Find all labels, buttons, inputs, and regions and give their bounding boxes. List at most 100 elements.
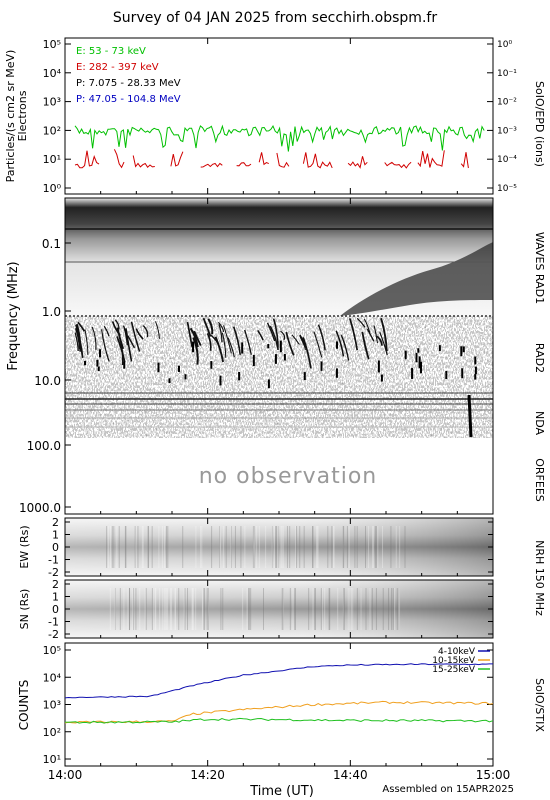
particles-y-label-2: Electrons (16, 90, 29, 141)
radio-burst (130, 321, 141, 352)
radio-burst (217, 321, 225, 332)
particles-red-segment (132, 155, 155, 168)
stix-y-ticks: 10⁵ 10⁴ 10³ 10² 10¹ (43, 644, 493, 766)
nrh-sn-y-ticks: 210-1-2 (48, 578, 493, 641)
radio-burst (223, 325, 232, 354)
particles-green-series (74, 124, 485, 152)
radio-burst (373, 325, 379, 344)
legend-e-53-73: E: 53 - 73 keV (76, 46, 146, 57)
radio-burst (272, 318, 279, 351)
stix-legend-10-15: 10-15keV (432, 656, 476, 666)
particles-y-ticks: 10⁵ 10⁰ 10⁴ 10⁻¹ 10³ 10⁻² 10² 10⁻³ 10¹ 10⁻⁴ 10⁰ 10⁻… (43, 38, 518, 195)
particles-panel: 10⁵ 10⁰ 10⁴ 10⁻¹ 10³ 10⁻² 10² 10⁻³ 10¹ 10⁻⁴ 10⁰ 10⁻… (4, 37, 546, 195)
nrh-tick-label: 2 (52, 578, 59, 591)
particles-left-tick-label: 10⁵ (43, 38, 61, 51)
x-tick-label: 14:40 (333, 768, 368, 782)
particles-red-segment (113, 149, 125, 169)
particles-right-tick-label: 10⁻² (497, 98, 517, 108)
stix-tick-label: 10³ (43, 699, 61, 712)
radio-tick-label: 1.0 (42, 305, 61, 319)
nrh-sn-shade (65, 580, 493, 638)
particles-red-segment (417, 150, 445, 168)
nrh-tick-label: 0 (52, 603, 59, 616)
nrh-tick-label: 2 (52, 516, 59, 529)
radio-right-label-rad1: WAVES RAD1 (533, 232, 546, 304)
radio-tick-label: 100.0 (27, 439, 61, 453)
radio-tick-label: 0.1 (42, 237, 61, 251)
stix-right-label: SoIO/STIX (533, 678, 546, 732)
radio-burst (363, 318, 371, 335)
radio-burst (75, 324, 84, 359)
nrh-ew-stripes (106, 526, 406, 568)
radio-burst (118, 334, 124, 366)
x-tick-label: 14:00 (48, 768, 83, 782)
radio-burst (299, 334, 307, 349)
radio-burst (302, 337, 312, 369)
nrh-tick-label: 1 (52, 529, 59, 542)
time-axis: 14:00 14:20 14:40 15:00 (48, 38, 511, 782)
radio-burst (122, 325, 128, 346)
radio-burst (356, 317, 366, 328)
assembled-note: Assembled on 15APR2025 (382, 784, 514, 795)
nrh-ew-panel: 210-1-2 EW (Rs) (18, 516, 494, 579)
radio-burst (280, 330, 286, 341)
particles-frame (64, 37, 494, 195)
radio-burst (227, 337, 235, 358)
stix-legend: 4-10keV 10-15keV 15-25keV (432, 647, 490, 675)
radio-burst (380, 317, 388, 352)
radio-burst (101, 329, 110, 362)
particles-right-tick-label: 10⁻³ (497, 126, 517, 136)
radio-burst (77, 321, 86, 332)
radio-burst (189, 327, 199, 348)
stix-y-label: COUNTS (17, 680, 31, 731)
stix-series-line (64, 700, 494, 724)
legend-p-7-28: P: 7.075 - 28.33 MeV (76, 78, 181, 89)
radio-burst (202, 317, 212, 337)
rad1-dark-feature (340, 242, 493, 316)
radio-burst (317, 324, 326, 351)
radio-burst (376, 335, 383, 346)
radio-burst (74, 332, 79, 352)
particles-red-segment (384, 161, 412, 169)
radio-burst (206, 333, 212, 351)
particles-right-tick-label: 10⁻⁵ (497, 184, 517, 194)
radio-burst (155, 321, 160, 339)
legend-e-282-397: E: 282 - 397 keV (76, 62, 159, 73)
radio-panel: no observation 0.1 1.0 10.0 100.0 1000.0 Fre… (6, 197, 546, 515)
radio-burst (348, 318, 359, 351)
radio-burst (232, 326, 241, 355)
radio-burst (335, 330, 345, 357)
particles-red-segment (200, 162, 223, 168)
particles-left-tick-label: 10² (43, 124, 61, 137)
nrh-sn-panel: 210-1-2 SN (Rs) NRH 150 MHz (18, 540, 546, 641)
x-tick-label: 15:00 (476, 768, 511, 782)
particles-left-tick-label: 10³ (43, 96, 61, 109)
particles-red-segment (302, 152, 333, 169)
rad2-band (65, 316, 493, 438)
stix-tick-label: 10¹ (43, 753, 61, 766)
particles-y-label: Particles/(s cm2 sr MeV) (4, 50, 17, 183)
legend-p-47-104: P: 47.05 - 104.8 MeV (76, 94, 181, 105)
radio-burst (127, 335, 136, 349)
stix-legend-4-10: 4-10keV (438, 647, 476, 657)
radio-right-label-rad2: RAD2 (533, 343, 546, 373)
nrh-sn-y-label: SN (Rs) (18, 589, 31, 630)
radio-y-label: Frequency (MHz) (6, 261, 21, 370)
nrh-ew-shade (65, 518, 493, 576)
radio-bursts (74, 317, 477, 389)
radio-burst (221, 332, 227, 358)
nrh-tick-label: -2 (48, 566, 59, 579)
radio-burst (379, 332, 388, 356)
particles-red-segment (170, 151, 184, 167)
particles-right-label: SoIO/EPD (ions) (533, 81, 546, 167)
radio-burst (218, 324, 223, 343)
radio-burst (366, 328, 375, 342)
no-observation-label: no observation (199, 464, 378, 489)
particles-red-segment (347, 156, 368, 169)
radio-burst (186, 321, 193, 347)
x-tick-label: 14:20 (190, 768, 225, 782)
radio-burst (192, 337, 199, 365)
nrh-tick-label: -1 (48, 554, 59, 567)
radio-burst (266, 322, 276, 342)
radio-burst (74, 328, 81, 350)
